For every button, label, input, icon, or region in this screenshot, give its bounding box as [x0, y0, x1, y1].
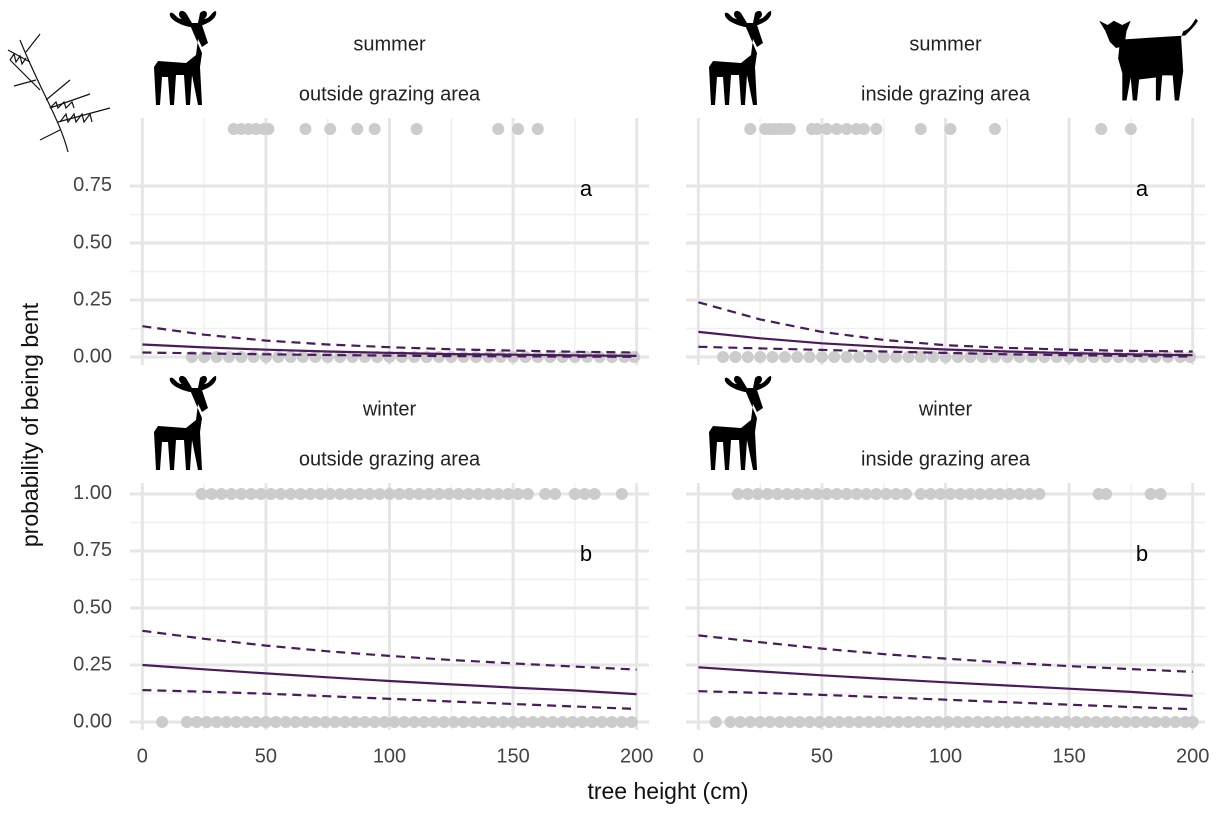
- x-tick-label: 100: [373, 745, 406, 767]
- moose-icon: [709, 11, 771, 105]
- data-point: [804, 351, 816, 363]
- data-point: [156, 716, 168, 728]
- data-point: [729, 351, 741, 363]
- data-point: [853, 351, 865, 363]
- data-point: [1155, 488, 1167, 500]
- data-point: [791, 351, 803, 363]
- data-point: [915, 123, 927, 135]
- data-point: [989, 123, 1001, 135]
- x-tick-label: 50: [255, 745, 277, 767]
- x-tick-label: 0: [693, 745, 704, 767]
- strip-subtitle: inside grazing area: [861, 448, 1031, 470]
- data-point: [411, 123, 423, 135]
- gridlines: [686, 118, 1205, 365]
- y-tick-label: 1.00: [73, 482, 112, 504]
- moose-icon: [154, 376, 216, 470]
- y-axis-title: probability of being bent: [17, 302, 43, 547]
- data-point: [1033, 488, 1045, 500]
- data-point: [989, 351, 1001, 363]
- panel-annotation: b: [1136, 541, 1148, 566]
- y-tick-label: 0.25: [73, 288, 112, 310]
- data-point: [351, 123, 363, 135]
- data-point: [512, 123, 524, 135]
- data-point: [865, 351, 877, 363]
- strip-title: summer: [909, 33, 982, 55]
- panel-annotation: b: [580, 541, 592, 566]
- data-point: [784, 123, 796, 135]
- y-tick-label: 0.00: [73, 710, 112, 732]
- y-tick-label: 0.50: [73, 596, 112, 618]
- branch-icon: [8, 34, 110, 152]
- gridlines: [130, 483, 649, 730]
- data-point: [589, 488, 601, 500]
- strip-subtitle: outside grazing area: [299, 83, 481, 105]
- strip-title: summer: [353, 33, 426, 55]
- data-point: [626, 716, 638, 728]
- panel: 0 50 100 150 200 winter inside grazing area b: [686, 398, 1209, 767]
- data-point: [754, 351, 766, 363]
- x-tick-label: 200: [620, 745, 653, 767]
- y-tick-label: 0.75: [73, 174, 112, 196]
- data-point: [767, 351, 779, 363]
- data-point: [779, 351, 791, 363]
- data-point: [324, 123, 336, 135]
- data-point: [900, 488, 912, 500]
- x-tick-label: 150: [496, 745, 529, 767]
- data-point: [710, 716, 722, 728]
- x-tick-label: 100: [929, 745, 962, 767]
- data-point: [828, 351, 840, 363]
- strip-title: winter: [362, 398, 417, 420]
- data-point: [309, 351, 321, 363]
- data-point: [858, 123, 870, 135]
- data-point: [522, 488, 534, 500]
- x-tick-label: 200: [1176, 745, 1209, 767]
- data-point: [532, 123, 544, 135]
- panel-annotation: a: [1136, 176, 1149, 201]
- data-point: [262, 123, 274, 135]
- y-tick-label: 0.50: [73, 231, 112, 253]
- strip-title: winter: [918, 398, 973, 420]
- data-point: [260, 351, 272, 363]
- data-point: [878, 351, 890, 363]
- strip-subtitle: inside grazing area: [861, 83, 1031, 105]
- gridlines: [130, 118, 649, 365]
- data-point: [717, 351, 729, 363]
- data-point: [841, 351, 853, 363]
- data-point: [616, 488, 628, 500]
- data-point: [944, 123, 956, 135]
- data-point: [1095, 123, 1107, 135]
- data-point: [1125, 123, 1137, 135]
- data-point: [369, 123, 381, 135]
- x-tick-label: 0: [137, 745, 148, 767]
- data-point: [248, 351, 260, 363]
- data-point: [272, 351, 284, 363]
- moose-icon: [709, 376, 771, 470]
- data-point: [299, 123, 311, 135]
- x-axis-title: tree height (cm): [587, 778, 748, 804]
- chart: tree height (cm) probability of being be…: [0, 0, 1217, 808]
- x-tick-label: 50: [811, 745, 833, 767]
- strip-subtitle: outside grazing area: [299, 448, 481, 470]
- y-tick-label: 0.00: [73, 345, 112, 367]
- data-point: [549, 488, 561, 500]
- data-point: [816, 351, 828, 363]
- data-point: [492, 123, 504, 135]
- x-tick-label: 150: [1052, 745, 1085, 767]
- data-point: [297, 351, 309, 363]
- data-point: [1113, 351, 1125, 363]
- data-point: [870, 123, 882, 135]
- y-tick-label: 0.75: [73, 539, 112, 561]
- y-tick-label: 0.25: [73, 653, 112, 675]
- data-point: [742, 351, 754, 363]
- data-point: [744, 123, 756, 135]
- data-point: [1187, 716, 1199, 728]
- data-point: [1100, 488, 1112, 500]
- data-point: [1001, 351, 1013, 363]
- data-point: [285, 351, 297, 363]
- cow-icon: [1099, 19, 1198, 101]
- panel-annotation: a: [580, 176, 593, 201]
- moose-icon: [154, 11, 216, 105]
- data-point: [322, 351, 334, 363]
